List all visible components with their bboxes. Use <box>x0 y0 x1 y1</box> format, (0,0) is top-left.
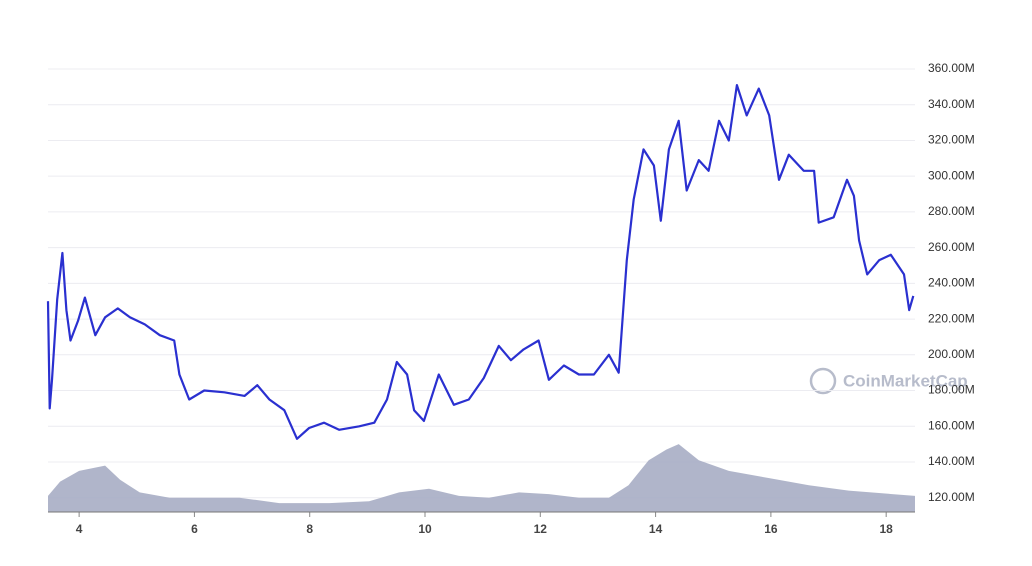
y-tick-label: 360.00M <box>928 61 975 75</box>
y-tick-label: 120.00M <box>928 490 975 504</box>
volume-area <box>48 444 915 512</box>
y-tick-label: 140.00M <box>928 454 975 468</box>
y-tick-label: 160.00M <box>928 418 975 432</box>
x-tick-label: 4 <box>76 522 83 536</box>
y-tick-label: 280.00M <box>928 204 975 218</box>
x-tick-label: 14 <box>649 522 663 536</box>
x-tick-label: 8 <box>306 522 313 536</box>
x-tick-label: 16 <box>764 522 778 536</box>
y-tick-label: 180.00M <box>928 383 975 397</box>
x-tick-label: 10 <box>418 522 432 536</box>
y-tick-label: 260.00M <box>928 240 975 254</box>
y-tick-label: 240.00M <box>928 276 975 290</box>
x-tick-label: 12 <box>534 522 548 536</box>
y-tick-label: 320.00M <box>928 133 975 147</box>
x-tick-label: 18 <box>879 522 893 536</box>
price-line <box>46 84 915 440</box>
y-tick-label: 340.00M <box>928 97 975 111</box>
watermark: CoinMarketCap <box>843 371 968 390</box>
y-tick-label: 220.00M <box>928 311 975 325</box>
y-tick-label: 200.00M <box>928 347 975 361</box>
watermark-logo <box>809 367 837 395</box>
x-tick-label: 6 <box>191 522 198 536</box>
y-tick-label: 300.00M <box>928 168 975 182</box>
